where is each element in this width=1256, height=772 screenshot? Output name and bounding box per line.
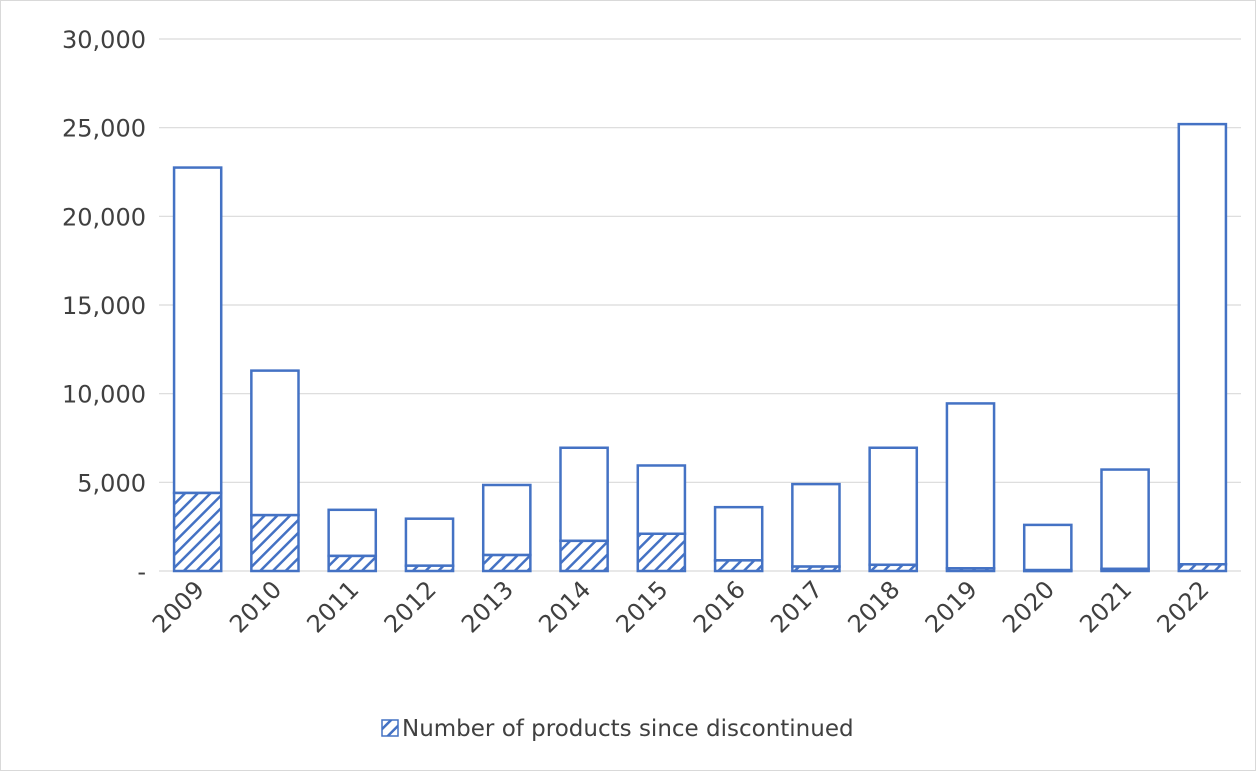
bar-segment-discontinued: [481, 553, 532, 573]
bar-segment-upper: [1022, 523, 1073, 572]
y-tick-label: 25,000: [62, 115, 146, 143]
x-tick-label: 2022: [1152, 575, 1215, 638]
y-tick-label: 20,000: [62, 203, 146, 231]
y-tick-label: 10,000: [62, 381, 146, 409]
x-tick-label: 2018: [842, 575, 905, 638]
bar-segment-discontinued: [791, 565, 841, 573]
x-axis-tick-labels: 2009 2010 2011 2012 2013 2014 2015 2016 2017 2018…: [147, 575, 1215, 638]
bar-segment-discontinued: [1022, 568, 1073, 573]
bar-segment-discontinued: [559, 539, 609, 573]
bar-segment-upper: [250, 369, 300, 517]
x-tick-label: 2011: [301, 575, 364, 638]
x-tick-label: 2020: [997, 575, 1060, 638]
x-tick-label: 2009: [147, 575, 210, 638]
x-tick-label: 2015: [611, 575, 674, 638]
x-tick-label: 2019: [920, 575, 983, 638]
y-axis-tick-labels: - 5,000 10,000 15,000 20,000 25,000 30,000: [62, 26, 146, 586]
bar-segment-upper: [868, 446, 919, 567]
y-tick-label: 30,000: [62, 26, 146, 54]
x-tick-label: 2010: [224, 575, 287, 638]
x-tick-label: 2021: [1074, 575, 1137, 638]
bar-segment-upper: [945, 402, 996, 570]
legend: Number of products since discontinued: [381, 716, 854, 742]
bars: [172, 122, 1228, 573]
bar-segment-discontinued: [945, 567, 996, 573]
bar-segment-upper: [404, 517, 455, 567]
bar-segment-upper: [481, 483, 532, 557]
bar-segment-discontinued: [868, 563, 919, 573]
bar-segment-upper: [327, 508, 378, 558]
bar-segment-upper: [1177, 122, 1228, 566]
bar-segment-discontinued: [1177, 563, 1228, 573]
grid-lines: [159, 38, 1241, 572]
bar-segment-upper: [172, 166, 223, 495]
bar-segment-upper: [713, 505, 764, 562]
bar-segment-discontinued: [404, 564, 455, 573]
bar-segment-upper: [559, 446, 609, 543]
bar-segment-discontinued: [1100, 567, 1150, 573]
bar-segment-upper: [791, 482, 841, 568]
y-tick-label: 5,000: [77, 469, 146, 497]
x-tick-label: 2014: [533, 575, 596, 638]
bar-segment-discontinued: [172, 491, 223, 573]
legend-swatch: [381, 719, 399, 737]
bar-segment-discontinued: [713, 559, 764, 573]
legend-label: Number of products since discontinued: [402, 716, 854, 742]
bar-segment-discontinued: [636, 532, 687, 573]
bar-segment-upper: [636, 464, 687, 536]
x-tick-label: 2013: [456, 575, 519, 638]
x-tick-label: 2017: [765, 575, 828, 638]
bar-segment-discontinued: [327, 554, 378, 573]
bar-segment-upper: [1100, 468, 1150, 571]
y-tick-label: -: [137, 558, 146, 586]
bar-segment-discontinued: [250, 513, 300, 573]
y-tick-label: 15,000: [62, 292, 146, 320]
x-tick-label: 2016: [688, 575, 751, 638]
x-tick-label: 2012: [379, 575, 442, 638]
